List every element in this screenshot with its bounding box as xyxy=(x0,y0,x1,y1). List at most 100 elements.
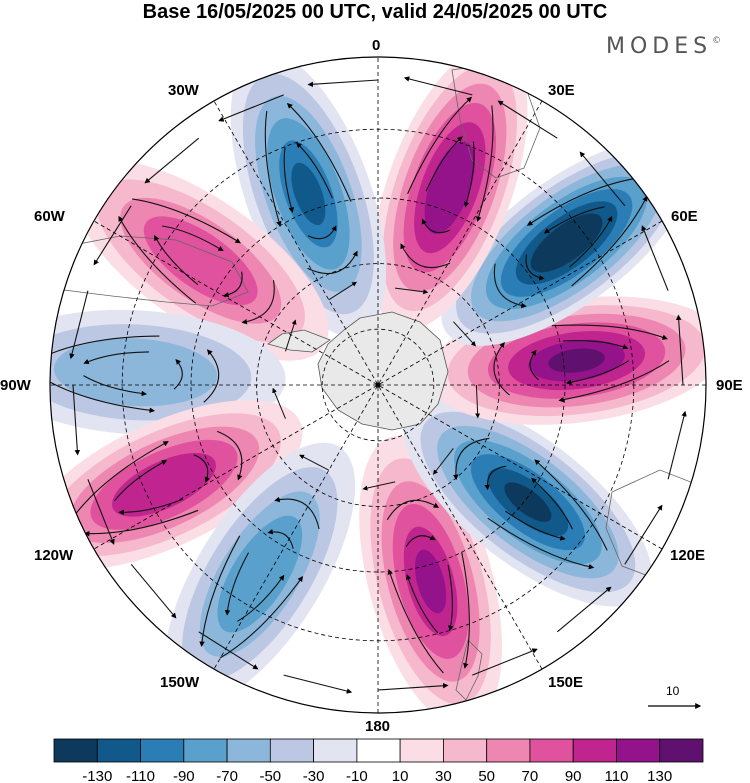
streamline xyxy=(526,178,634,226)
streamline xyxy=(405,535,436,547)
streamline xyxy=(50,377,155,414)
streamline xyxy=(425,136,463,192)
streamline xyxy=(83,375,147,397)
streamline xyxy=(504,510,566,541)
latitude-circle xyxy=(321,328,435,442)
streamline xyxy=(118,498,184,516)
anomaly-contour xyxy=(235,540,285,609)
streamline xyxy=(569,215,613,268)
anomaly-contour xyxy=(435,160,465,215)
streamline xyxy=(395,287,429,295)
anomaly-contour xyxy=(414,549,447,614)
streamline xyxy=(475,384,481,419)
brand-name: MODES xyxy=(606,34,713,59)
meridian-line xyxy=(93,220,663,550)
streamline xyxy=(154,235,199,286)
streamline xyxy=(558,360,670,403)
lon-label-90e: 90E xyxy=(716,377,743,394)
streamline xyxy=(296,142,333,199)
lon-label-90w: 90W xyxy=(0,377,31,394)
lon-label-60w: 60W xyxy=(34,208,65,225)
streamline xyxy=(403,76,473,96)
streamline xyxy=(199,535,241,647)
streamline xyxy=(464,141,475,208)
streamline xyxy=(641,225,669,291)
streamline xyxy=(223,271,243,298)
modes-logo: MODES© xyxy=(606,34,721,59)
streamline xyxy=(283,674,353,694)
streamline xyxy=(50,335,160,357)
streamline xyxy=(218,94,284,122)
anomaly-contour xyxy=(291,162,326,226)
lon-label-180: 180 xyxy=(365,718,391,735)
streamline xyxy=(453,321,476,347)
streamline xyxy=(565,360,629,385)
streamline xyxy=(571,195,648,287)
streamline xyxy=(130,563,177,619)
streamline xyxy=(400,243,451,269)
streamline xyxy=(534,459,608,551)
streamline xyxy=(525,254,545,281)
anomaly-lobe-4 xyxy=(441,139,693,346)
streamline xyxy=(484,465,507,491)
lon-label-150w: 150W xyxy=(160,674,200,691)
streamline xyxy=(531,477,573,530)
streamline xyxy=(461,552,470,669)
lon-label-120w: 120W xyxy=(34,547,74,564)
antarctic-peninsula-outline xyxy=(267,329,331,353)
anomaly-contour xyxy=(87,352,184,393)
streamline xyxy=(285,319,297,352)
streamline xyxy=(432,447,454,475)
anomaly-lobe-8 xyxy=(50,309,286,435)
streamline xyxy=(75,441,169,514)
streamline xyxy=(667,410,687,480)
streamline xyxy=(144,137,200,184)
streamline xyxy=(447,564,454,632)
streamline xyxy=(173,358,183,390)
south-pole-marker xyxy=(375,382,381,388)
streamline xyxy=(307,79,379,88)
lon-label-60e: 60E xyxy=(671,208,698,225)
streamline xyxy=(624,504,663,565)
streamline xyxy=(162,225,224,252)
anomaly-contour xyxy=(167,234,234,287)
streamline xyxy=(267,529,294,549)
streamline xyxy=(387,568,444,674)
lon-label-0: 0 xyxy=(372,37,381,54)
meridian-line xyxy=(213,100,543,670)
streamline xyxy=(264,110,282,227)
latitude-circle xyxy=(121,128,635,642)
streamline xyxy=(328,281,358,301)
streamline xyxy=(118,215,197,304)
streamline xyxy=(543,206,605,234)
streamline xyxy=(272,387,286,419)
streamline xyxy=(307,225,337,240)
streamline xyxy=(69,290,89,360)
streamline xyxy=(362,481,396,491)
streamline xyxy=(487,517,595,570)
streamline xyxy=(476,105,494,223)
meridian-line xyxy=(93,220,663,550)
streamline xyxy=(497,100,558,139)
streamline xyxy=(405,573,439,634)
streamline xyxy=(299,454,330,471)
streamline xyxy=(198,631,259,670)
lon-label-30e: 30E xyxy=(548,82,575,99)
streamline xyxy=(529,349,540,381)
streamline xyxy=(407,96,473,195)
anomaly-field xyxy=(50,57,706,713)
anomaly-contour xyxy=(133,466,195,504)
streamline xyxy=(453,437,490,481)
south-america-outline xyxy=(57,235,249,307)
streamline xyxy=(87,479,115,545)
streamline xyxy=(283,147,294,213)
streamline xyxy=(675,314,684,386)
streamline xyxy=(556,586,612,633)
streamline xyxy=(237,574,285,622)
streamline xyxy=(421,218,451,234)
streamline xyxy=(472,648,538,676)
streamline xyxy=(217,430,243,481)
streamline xyxy=(286,103,352,202)
streamline xyxy=(386,499,440,521)
streamline xyxy=(93,205,132,266)
